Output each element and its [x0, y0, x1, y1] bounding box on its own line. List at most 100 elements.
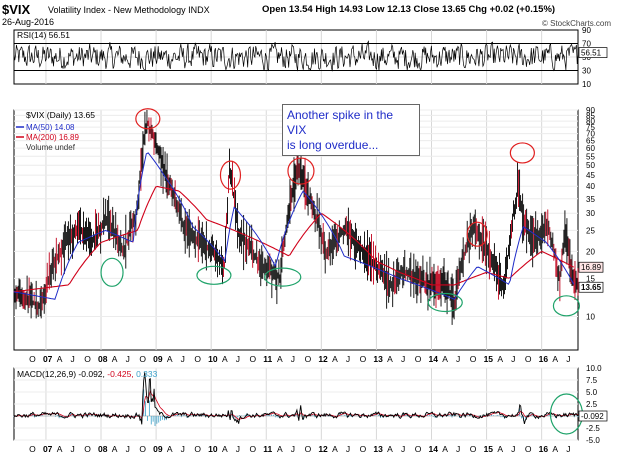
x-tick-label: J — [181, 354, 185, 364]
x-tick-label: O — [249, 444, 256, 454]
circle-green — [196, 265, 232, 285]
macd-tick-label: -2.5 — [586, 424, 600, 433]
x-tick-label: J — [70, 444, 74, 454]
x-tick-label: A — [277, 444, 283, 454]
price-last-box — [578, 261, 604, 273]
x-tick-label: 14 — [428, 444, 438, 454]
rsi-last-box — [578, 47, 608, 58]
x-tick-label: O — [139, 354, 146, 364]
circle-red — [135, 108, 161, 130]
x-tick-label: A — [442, 444, 448, 454]
circle-green — [264, 267, 302, 287]
x-tick-label: 14 — [428, 354, 438, 364]
ma50-line — [13, 152, 575, 300]
circle-red — [509, 142, 535, 164]
x-tick-label: 12 — [318, 444, 328, 454]
x-tick-label: O — [525, 354, 532, 364]
x-tick-label: A — [222, 444, 228, 454]
macd-tick-label: 5.0 — [586, 388, 598, 397]
x-tick-label: A — [497, 354, 503, 364]
price-tick-label: 65 — [586, 137, 595, 146]
circle-green — [552, 295, 581, 317]
price-tick-label: 40 — [586, 182, 595, 191]
macd-legend-part: 0.333 — [136, 369, 158, 379]
macd-last-box — [578, 410, 608, 422]
macd-tick-label: 7.5 — [586, 376, 598, 385]
x-tick-label: 16 — [539, 354, 549, 364]
x-tick-label: A — [222, 354, 228, 364]
x-tick-label: J — [291, 354, 295, 364]
x-tick-label: A — [552, 444, 558, 454]
price-tick-label: 25 — [586, 226, 595, 235]
x-tick-label: O — [29, 444, 36, 454]
price-last-label: 13.65 — [581, 283, 602, 292]
annotation-line-1: Another spike in the VIX — [287, 108, 394, 137]
macd-last-label: -0.092 — [581, 412, 604, 421]
macd-legend-part: MACD(12,26,9) — [17, 369, 78, 379]
x-tick-label: O — [84, 354, 91, 364]
x-tick-label: O — [139, 444, 146, 454]
rsi-tick-label: 10 — [582, 80, 591, 89]
x-tick-label: 11 — [263, 444, 272, 454]
x-tick-label: J — [566, 354, 570, 364]
x-tick-label: O — [194, 444, 201, 454]
x-tick-label: 09 — [153, 444, 163, 454]
macd-tick-label: -5.0 — [586, 436, 600, 445]
x-tick-label: O — [194, 354, 201, 364]
x-tick-label: 15 — [484, 354, 494, 364]
x-tick-label: J — [566, 444, 570, 454]
x-tick-label: O — [360, 444, 367, 454]
price-tick-label: 15 — [586, 274, 595, 283]
x-tick-label: J — [401, 354, 405, 364]
x-tick-label: A — [112, 444, 118, 454]
price-tick-label: 45 — [586, 171, 595, 180]
price-tick-label: 30 — [586, 209, 595, 218]
x-tick-label: J — [291, 444, 295, 454]
x-tick-label: J — [456, 444, 460, 454]
price-last-label: 16.89 — [581, 263, 602, 272]
price-tick-label: 55 — [586, 152, 595, 161]
macd-line — [13, 372, 579, 425]
x-tick-label: J — [126, 444, 130, 454]
x-tick-label: 10 — [208, 444, 218, 454]
credit: © StockCharts.com — [542, 19, 612, 28]
x-tick-label: 11 — [263, 354, 272, 364]
price-tick-label: 60 — [586, 144, 595, 153]
x-tick-label: 10 — [208, 354, 218, 364]
price-tick-label: 90 — [586, 106, 595, 115]
x-tick-label: 12 — [318, 354, 328, 364]
price-tick-label: 20 — [586, 247, 595, 256]
x-tick-label: O — [415, 354, 422, 364]
x-tick-label: A — [112, 354, 118, 364]
macd-tick-label: 10.0 — [586, 364, 602, 373]
price-tick-label: 70 — [586, 130, 595, 139]
price-tick-label: 50 — [586, 161, 595, 170]
x-tick-label: A — [387, 444, 393, 454]
x-tick-label: O — [305, 444, 312, 454]
x-tick-label: 09 — [153, 354, 163, 364]
price-tick-label: 75 — [586, 123, 595, 132]
price-tick-label: 85 — [586, 111, 595, 120]
rsi-legend: RSI(14) 56.51 — [17, 30, 70, 40]
x-tick-label: A — [57, 354, 63, 364]
x-tick-label: 08 — [98, 444, 108, 454]
price-tick-label: 80 — [586, 117, 595, 126]
price-tick-label: 35 — [586, 195, 595, 204]
x-tick-label: J — [511, 444, 515, 454]
ohlc-readout: Open 13.54 High 14.93 Low 12.13 Close 13… — [262, 4, 556, 15]
x-tick-label: A — [497, 444, 503, 454]
x-tick-label: A — [167, 354, 173, 364]
x-tick-label: A — [442, 354, 448, 364]
x-tick-label: J — [401, 444, 405, 454]
x-tick-label: A — [387, 354, 393, 364]
rsi-tick-label: 70 — [582, 40, 591, 49]
x-tick-label: 16 — [539, 444, 549, 454]
macd-legend-part: -0.425, — [107, 369, 136, 379]
x-tick-label: J — [126, 354, 130, 364]
chart-date: 26-Aug-2016 — [2, 17, 55, 27]
x-tick-label: 08 — [98, 354, 108, 364]
annotation-line-2: is long overdue... — [287, 138, 379, 152]
x-tick-label: J — [236, 444, 240, 454]
rsi-line — [13, 40, 579, 72]
